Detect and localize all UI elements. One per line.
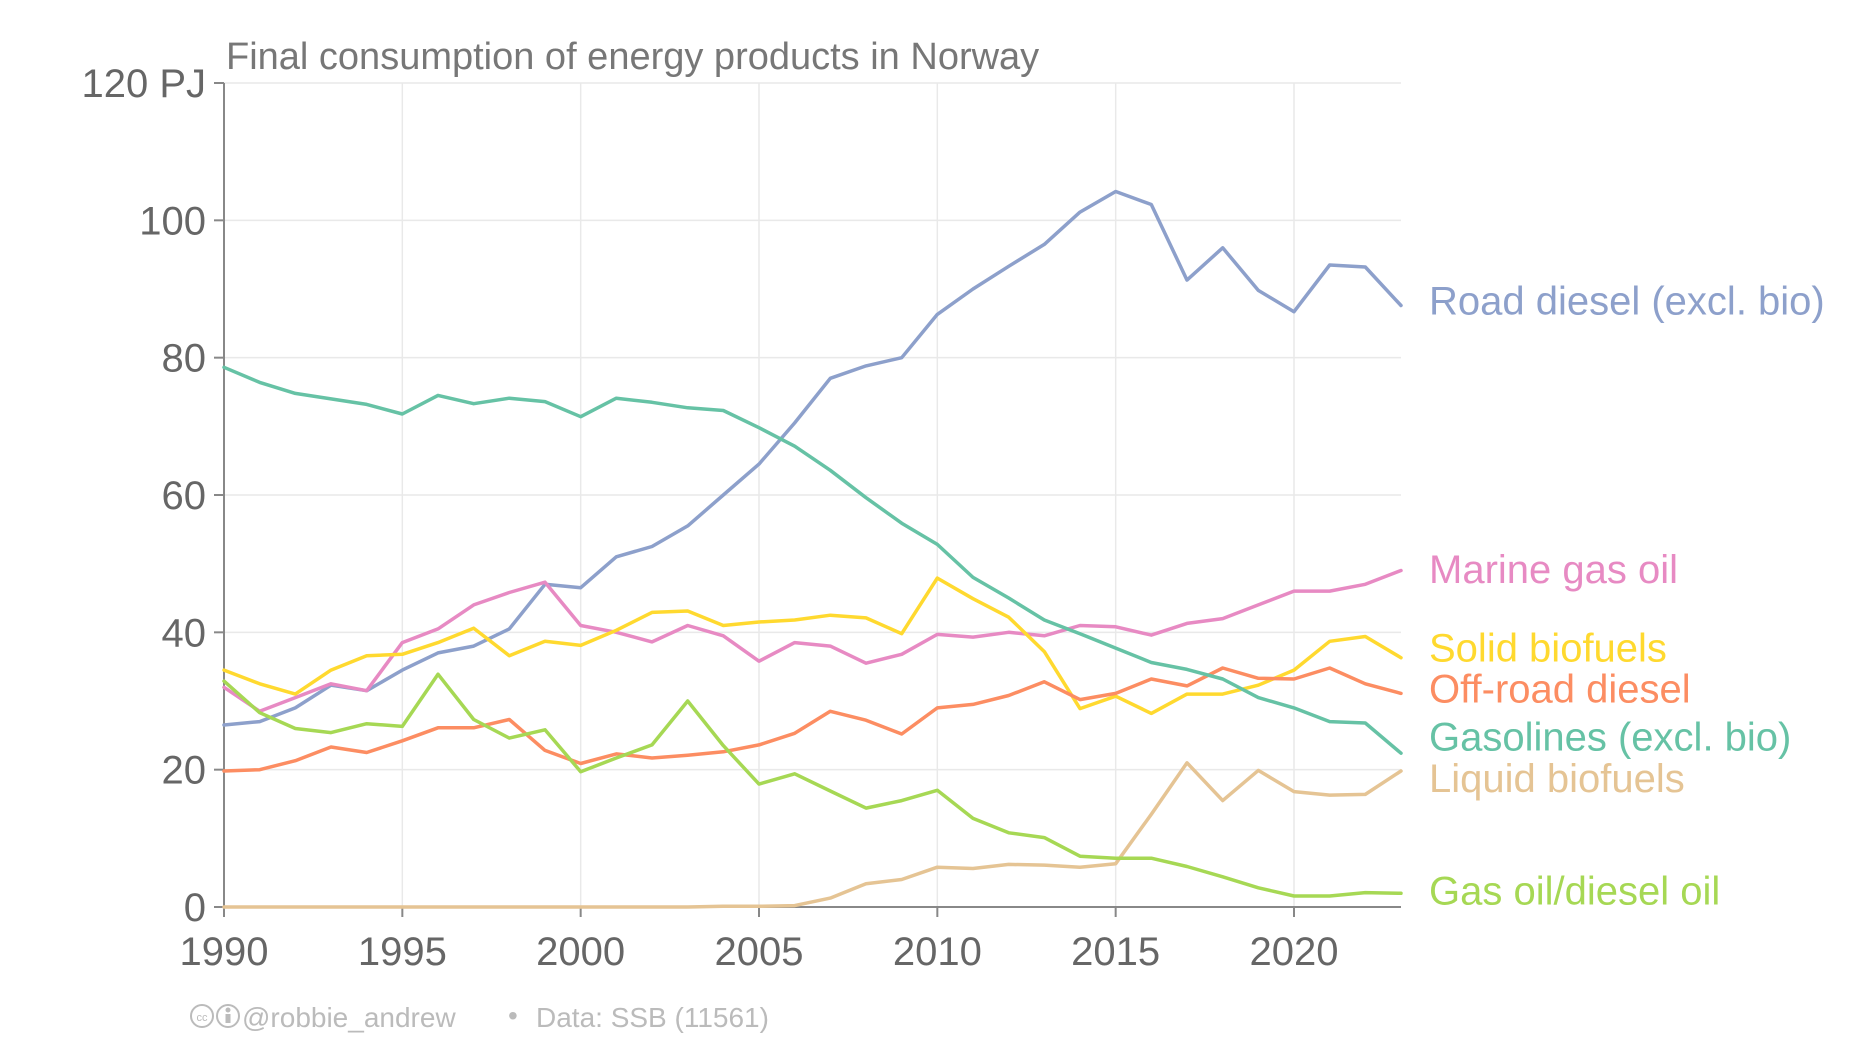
- grid: [224, 82, 1401, 907]
- y-tick-label: 0: [184, 886, 206, 930]
- series-label: Marine gas oil: [1429, 548, 1678, 592]
- series-labels: Road diesel (excl. bio) Marine gas oil Sol…: [1429, 280, 1825, 914]
- series-line-road-diesel-excl-bio: [222, 189, 1403, 727]
- series-label: Liquid biofuels: [1429, 757, 1685, 801]
- cc-by-icon: cc: [190, 1004, 240, 1028]
- y-tick-label: 60: [162, 474, 207, 518]
- svg-text:cc: cc: [197, 1012, 209, 1024]
- chart-title: Final consumption of energy products in …: [226, 36, 1039, 78]
- series-label: Gasolines (excl. bio): [1429, 716, 1791, 760]
- x-tick-label: 1990: [180, 930, 269, 974]
- footer-separator: •: [508, 1000, 518, 1031]
- series-label: Solid biofuels: [1429, 626, 1667, 670]
- footer-source: Data: SSB (11561): [536, 1002, 769, 1033]
- series-label: Road diesel (excl. bio): [1429, 280, 1825, 324]
- series-line-gas-oil-diesel-oil: [222, 672, 1403, 898]
- x-tick-label: 2015: [1071, 930, 1160, 974]
- series-label: Off-road diesel: [1429, 668, 1691, 712]
- series-line-liquid-biofuels: [222, 761, 1403, 909]
- series-lines: [222, 189, 1403, 909]
- y-tick-label: 40: [162, 611, 207, 655]
- x-tick-label: 2005: [715, 930, 804, 974]
- footer: cc @robbie_andrew • Data: SSB (11561): [190, 1000, 769, 1033]
- x-tick-label: 2020: [1250, 930, 1339, 974]
- y-tick-label: 100: [139, 199, 206, 243]
- x-tick-label: 2000: [536, 930, 625, 974]
- y-tick-label: 80: [162, 337, 207, 381]
- series-line-solid-biofuels: [222, 576, 1403, 716]
- axes: 0 20 40 60 80 100 120 PJ 1990 1995 2000 2005 2010 20…: [81, 62, 1401, 974]
- y-tick-label: 120 PJ: [81, 62, 206, 106]
- x-tick-label: 1995: [358, 930, 447, 974]
- series-label: Gas oil/diesel oil: [1429, 870, 1720, 914]
- footer-author: @robbie_andrew: [242, 1002, 456, 1033]
- x-tick-label: 2010: [893, 930, 982, 974]
- series-line-gasolines-excl-bio: [222, 365, 1403, 755]
- series-line-marine-gas-oil: [222, 568, 1403, 714]
- y-tick-label: 20: [162, 749, 207, 793]
- series-line-off-road-diesel: [222, 666, 1403, 773]
